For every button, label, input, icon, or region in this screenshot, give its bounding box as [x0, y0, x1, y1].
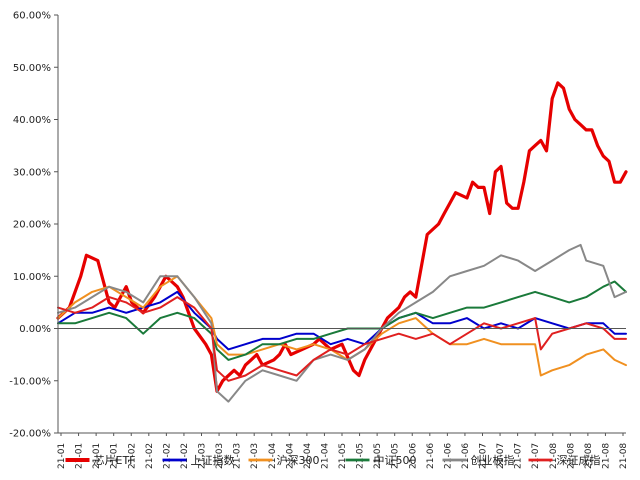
x-tick-label: 21-07	[531, 443, 541, 469]
x-tick-label: 21-07	[496, 443, 506, 469]
series-line	[57, 243, 627, 403]
x-axis-ticks: 21-01 21-01 21-01 21-01 21-02 21-02 21-02 21-02…	[57, 432, 629, 469]
x-tick-label: 21-06	[461, 443, 471, 469]
series-line	[57, 290, 627, 351]
series-line	[57, 296, 627, 382]
legend-label: 沪深300	[277, 453, 320, 467]
x-tick-label: 21-03	[250, 443, 260, 469]
x-tick-label: 21-06	[443, 443, 453, 469]
x-tick-label: 21-04	[303, 443, 313, 469]
x-tick-label: 21-02	[145, 443, 155, 469]
y-tick-label: -10.00%	[9, 376, 51, 387]
x-tick-label: 21-03	[233, 443, 243, 469]
y-tick-label: 50.00%	[13, 63, 51, 74]
legend-label: 创业板指	[471, 453, 515, 467]
x-tick-label: 21-08	[566, 443, 576, 469]
y-tick-label: 40.00%	[13, 115, 51, 126]
x-tick-label: 21-02	[162, 443, 172, 469]
x-tick-label: 21-01	[75, 443, 85, 469]
x-tick-label: 21-06	[426, 443, 436, 469]
legend-label: 芯片ETF	[94, 453, 136, 467]
series-line	[56, 81, 628, 393]
x-tick-label: 21-05	[338, 443, 348, 469]
x-tick-label: 21-05	[373, 443, 383, 469]
x-tick-label: 21-05	[356, 443, 366, 469]
y-tick-label: 30.00%	[13, 167, 51, 178]
x-tick-label: 21-08	[619, 443, 629, 469]
x-tick-label: 21-01	[92, 443, 102, 469]
x-tick-label: 21-04	[285, 443, 295, 469]
legend-label: 深证成指	[557, 453, 601, 467]
x-tick-label: 21-07	[514, 443, 524, 469]
x-tick-label: 21-07	[479, 443, 489, 469]
legend: 芯片ETF 上证指数 沪深300 中证500 创业板指 深证成指	[65, 453, 601, 467]
y-tick-label: 0.00%	[19, 324, 51, 335]
x-tick-label: 21-04	[320, 443, 330, 469]
x-tick-label: 21-02	[180, 443, 190, 469]
y-tick-label: 10.00%	[13, 272, 51, 283]
y-axis-ticks: 60.00% 50.00% 40.00% 30.00% 20.00% 10.00% 0.00…	[9, 11, 58, 440]
x-tick-label: 21-06	[408, 443, 418, 469]
x-tick-label: 21-01	[110, 443, 120, 469]
x-tick-label: 21-01	[57, 443, 67, 469]
x-tick-label: 21-08	[549, 443, 559, 469]
x-tick-label: 21-02	[127, 443, 137, 469]
y-tick-label: 20.00%	[13, 220, 51, 231]
x-tick-label: 21-03	[198, 443, 208, 469]
y-tick-label: 60.00%	[13, 11, 51, 22]
x-tick-label: 21-03	[215, 443, 225, 469]
legend-label: 中证500	[374, 454, 417, 467]
series-layer	[56, 81, 628, 403]
x-tick-label: 21-08	[584, 443, 594, 469]
series-line	[57, 275, 627, 377]
legend-label: 上证指数	[191, 453, 235, 467]
x-tick-label: 21-08	[601, 443, 611, 469]
x-tick-label: 21-05	[391, 443, 401, 469]
x-tick-label: 21-04	[268, 443, 278, 469]
y-tick-label: -20.00%	[9, 429, 51, 440]
series-line	[57, 280, 627, 361]
